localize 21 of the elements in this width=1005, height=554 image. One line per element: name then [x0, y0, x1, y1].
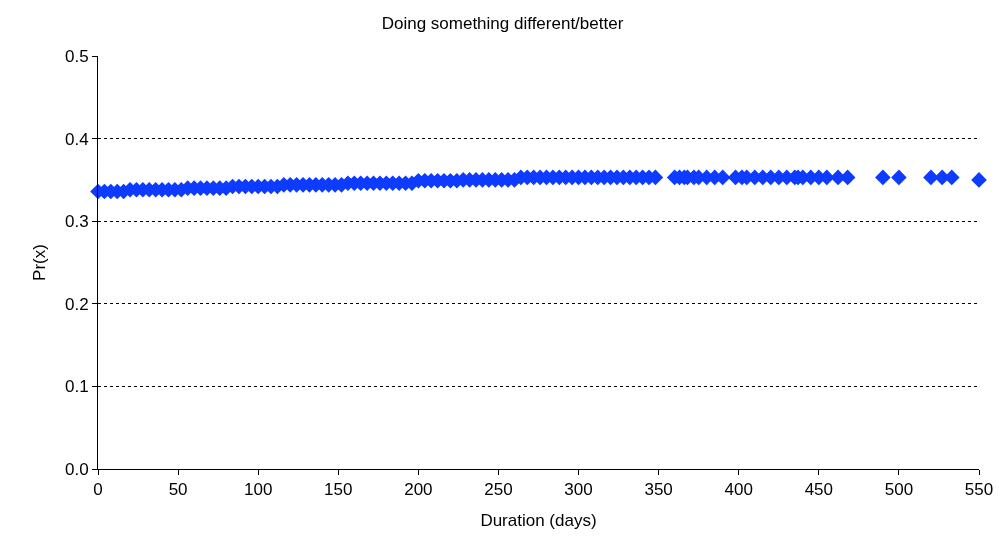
x-tick-label: 100 — [243, 480, 273, 500]
y-tick-label: 0.1 — [64, 377, 89, 397]
y-tick-label: 0.2 — [64, 294, 89, 314]
y-tick-label: 0.0 — [64, 459, 89, 479]
x-tick-label: 450 — [804, 480, 834, 500]
chart-title: Doing something different/better — [381, 13, 624, 33]
x-tick-label: 350 — [644, 480, 673, 500]
x-tick-label: 400 — [724, 480, 753, 500]
y-tick-label: 0.5 — [64, 46, 89, 66]
y-tick-label: 0.3 — [64, 212, 89, 232]
x-tick-label: 150 — [324, 480, 353, 500]
x-tick-label: 250 — [484, 480, 513, 500]
y-tick-label: 0.4 — [64, 129, 89, 149]
x-axis-title: Duration (days) — [480, 510, 597, 530]
x-tick-label: 550 — [964, 480, 994, 500]
y-axis-title: Pr(x) — [29, 244, 49, 281]
x-tick-label: 500 — [884, 480, 914, 500]
x-tick-label: 300 — [564, 480, 593, 500]
x-tick-label: 200 — [404, 480, 433, 500]
x-tick-label: 0 — [93, 480, 103, 500]
x-tick-label: 50 — [168, 480, 188, 500]
